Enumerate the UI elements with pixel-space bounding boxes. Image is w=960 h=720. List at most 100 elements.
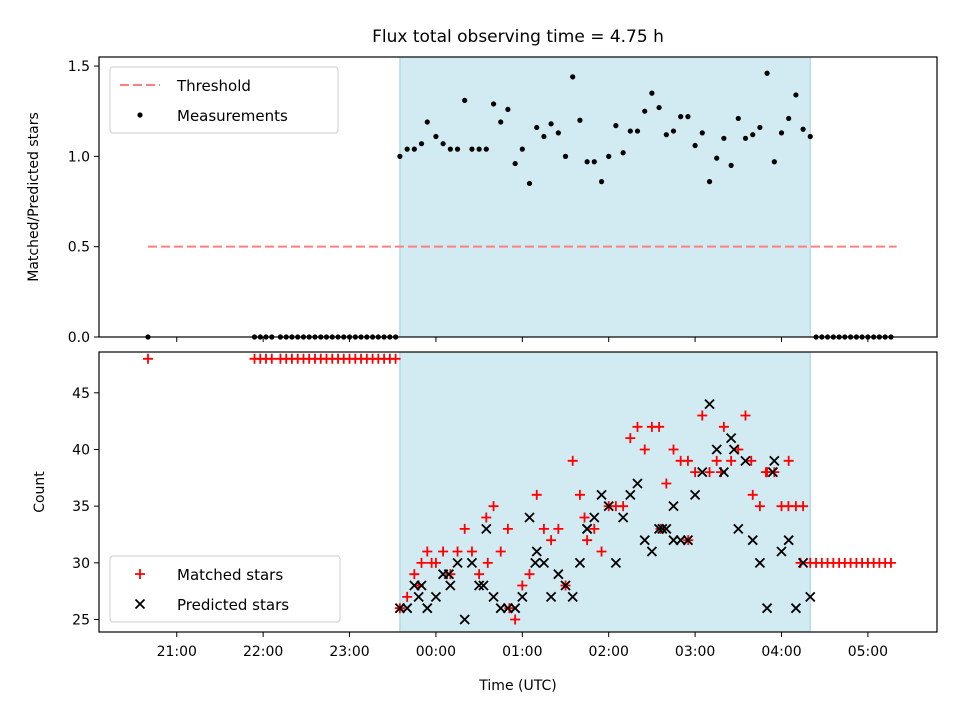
predicted-star-point (632, 478, 643, 489)
matched-star-point (482, 557, 493, 568)
predicted-star-point (711, 444, 722, 455)
x-tick-label: 23:00 (329, 644, 369, 660)
matched-star-point (582, 535, 593, 546)
predicted-star-point (754, 557, 766, 568)
measurement-point (404, 146, 410, 152)
matched-star-point (409, 569, 420, 580)
predicted-star-point (682, 535, 694, 546)
x-axis-label: Time (UTC) (478, 678, 556, 694)
measurement-point (620, 150, 626, 156)
measurement-point (562, 153, 569, 159)
predicted-star-point (668, 535, 679, 546)
x-tick-label: 05:00 (848, 644, 888, 660)
measurement-point (728, 162, 734, 168)
axes-frame-bottom (98, 351, 938, 633)
measurement-point (670, 128, 677, 134)
measurement-point (656, 104, 662, 111)
matched-star-point (504, 603, 515, 614)
matched-star-point (416, 557, 427, 568)
predicted-star-point (589, 512, 600, 523)
measurement-point (627, 128, 633, 134)
observing-window-shade (399, 57, 811, 337)
predicted-star-point (430, 591, 442, 602)
measurement-point (786, 115, 792, 122)
measurement-point (663, 132, 669, 138)
x-ticks-bottom: 21:00 22:00 23:00 00:00 01:00 02:00 03:00 04:00… (157, 632, 888, 660)
chart-title: Flux total observing time = 4.75 h (372, 27, 664, 47)
matched-star-point (783, 455, 794, 466)
matched-star-point (697, 410, 708, 421)
legend-top: Threshold Measurements (109, 66, 339, 134)
predicted-star-point (466, 557, 478, 568)
predicted-star-point (445, 580, 456, 591)
measurement-point (440, 141, 446, 147)
matched-star-point (639, 444, 650, 455)
measurement-point (397, 153, 403, 159)
predicted-star-point (416, 580, 427, 591)
predicted-star-point (452, 557, 463, 568)
measurement-point (771, 159, 777, 165)
predicted-star-point (524, 512, 535, 523)
measurement-point (807, 133, 813, 140)
matched-star-point (538, 523, 549, 534)
measurement-point (469, 146, 475, 152)
x-ticks-top (176, 337, 869, 342)
predicted-star-point (646, 546, 658, 557)
matched-star-point (798, 501, 809, 512)
panel-top-flux-ratio: 0.0 0.5 1.0 1.5 Flux total observing time =… (26, 27, 938, 346)
y-axis-label-bottom: Count (32, 471, 48, 513)
measurement-point (526, 180, 533, 187)
predicted-star-point (776, 546, 787, 557)
matched-star-point (495, 546, 506, 557)
measurement-point (613, 123, 619, 129)
y-tick-label: 30 (72, 556, 90, 572)
predicted-star-point (553, 569, 564, 580)
measurement-point (505, 106, 511, 112)
predicted-star-point (805, 591, 816, 602)
measurement-point (742, 135, 749, 141)
measurement-point (555, 130, 561, 136)
measurement-point (483, 146, 489, 152)
predicted-star-point (733, 523, 744, 534)
measurement-point (764, 70, 770, 76)
measurement-point (714, 155, 720, 161)
measurement-point (735, 115, 741, 122)
predicted-star-point (639, 535, 650, 546)
measurement-point (692, 142, 698, 149)
matched-star-point (711, 455, 722, 466)
x-tick-label: 01:00 (502, 644, 542, 660)
legend-bottom: Matched stars Predicted stars (109, 555, 341, 623)
matched-star-point (746, 455, 757, 466)
x-tick-label: 22:00 (243, 644, 283, 660)
matched-star-point (661, 478, 672, 489)
legend-box (109, 66, 339, 134)
legend-label: Matched stars (177, 566, 283, 584)
matched-star-point (517, 580, 528, 591)
matched-star-point (654, 421, 665, 432)
predicted-star-point (767, 467, 778, 478)
predicted-star-point (740, 455, 751, 466)
legend-label: Measurements (177, 107, 288, 125)
matched-star-point (488, 501, 499, 512)
y-tick-label: 0.0 (68, 330, 90, 346)
measurement-point (678, 114, 684, 120)
matched-star-point (579, 512, 590, 523)
matched-star-point (422, 546, 433, 557)
matched-star-point (783, 501, 794, 512)
predicted-star-point (567, 591, 578, 602)
matched-star-point (618, 501, 629, 512)
predicted-star-point (704, 399, 715, 410)
matched-star-point (747, 489, 758, 500)
measurement-point (685, 114, 691, 120)
matched-star-point (718, 421, 729, 432)
series-bottom (142, 352, 896, 632)
predicted-star-point (618, 512, 629, 523)
measurement-point (584, 159, 590, 165)
measurement-point (447, 146, 453, 152)
measurement-point (591, 159, 597, 165)
y-tick-label: 25 (72, 613, 90, 629)
matched-star-point (459, 523, 470, 534)
predicted-star-point (761, 603, 773, 614)
predicted-star-point (443, 569, 455, 580)
